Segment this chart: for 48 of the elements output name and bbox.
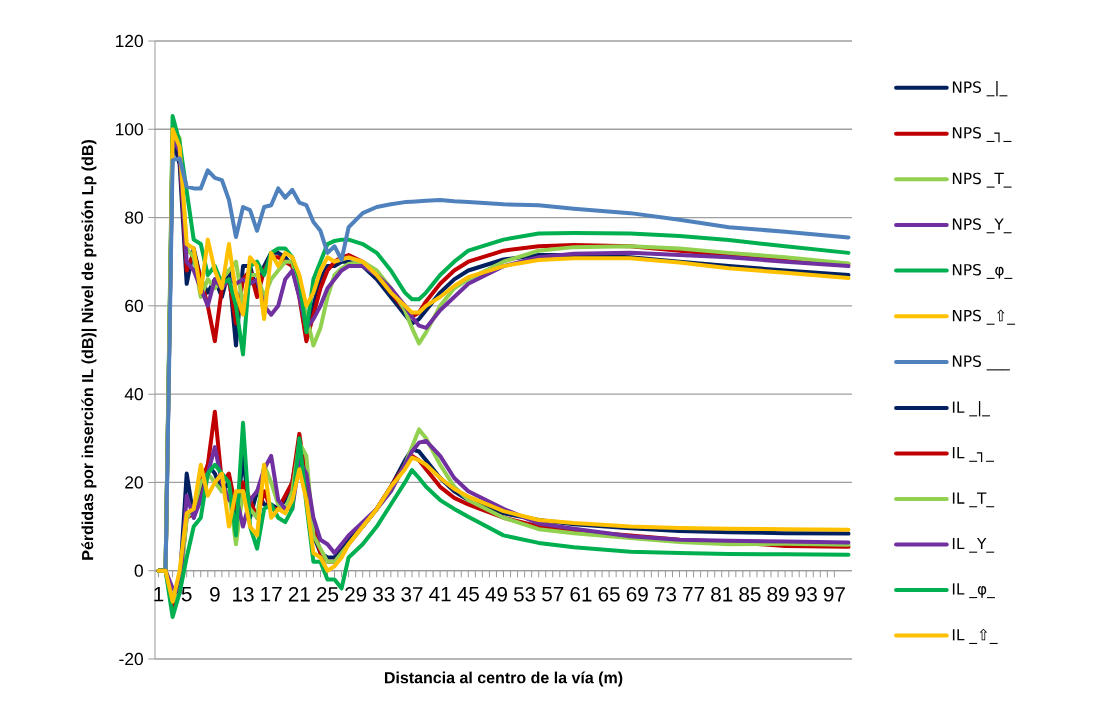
legend-label: IL _|_ <box>952 401 990 417</box>
legend-label: IL _┐_ <box>952 447 995 463</box>
x-tick-label: 45 <box>457 586 479 602</box>
x-tick-label: 89 <box>767 586 789 602</box>
legend-label: IL _φ_ <box>952 583 995 599</box>
y-tick-label: 120 <box>116 34 143 48</box>
x-tick-label: 65 <box>598 586 620 602</box>
legend-label: IL _Y_ <box>952 537 995 553</box>
x-tick-label: 13 <box>233 586 254 602</box>
legend-label: NPS ___ <box>952 355 1010 371</box>
legend-label: NPS _T_ <box>952 172 1012 188</box>
x-tick-label: 5 <box>181 586 192 602</box>
x-tick-label: 77 <box>683 586 705 602</box>
x-tick-label: 93 <box>795 586 817 602</box>
x-tick-label: 73 <box>654 586 676 602</box>
legend-label: NPS _Y_ <box>952 218 1012 234</box>
x-tick-label: 49 <box>485 586 507 602</box>
legend-label: IL _⇧_ <box>952 628 998 644</box>
legend-label: NPS _φ_ <box>952 263 1013 279</box>
y-tick-label: -20 <box>119 652 143 666</box>
x-tick-label: 97 <box>823 586 845 602</box>
y-tick-label: 100 <box>116 123 143 136</box>
y-tick-label: 60 <box>125 299 143 312</box>
x-tick-label: 41 <box>429 586 451 602</box>
legend-label: NPS _⇧_ <box>952 309 1016 325</box>
x-tick-label: 17 <box>261 586 282 602</box>
x-tick-label: 81 <box>711 586 733 602</box>
x-tick-label: 85 <box>739 586 761 602</box>
x-tick-label: 25 <box>317 586 339 602</box>
y-tick-label: 0 <box>134 564 143 577</box>
legend-label: NPS _┐_ <box>952 126 1012 143</box>
x-tick-label: 69 <box>626 586 648 602</box>
x-tick-label: 29 <box>345 586 367 602</box>
x-tick-label: 1 <box>154 586 164 602</box>
x-tick-label: 57 <box>542 586 564 602</box>
x-tick-label: 61 <box>570 586 592 602</box>
y-tick-label: 40 <box>124 387 143 401</box>
y-tick-label: 80 <box>125 211 143 224</box>
x-tick-label: 33 <box>373 586 395 602</box>
x-tick-label: 53 <box>513 586 536 602</box>
legend-label: NPS _|_ <box>952 81 1008 97</box>
x-tick-label: 21 <box>288 586 310 602</box>
x-tick-label: 9 <box>210 586 220 602</box>
x-axis-title: Distancia al centro de la vía (m) <box>384 671 623 687</box>
x-tick-label: 37 <box>401 586 423 602</box>
legend-label: IL _T_ <box>952 492 995 508</box>
y-tick-label: 20 <box>125 476 143 489</box>
y-axis-title: Pérdidas por inserción IL (dB)| Nivel de presión Lp (dB) <box>81 140 97 560</box>
